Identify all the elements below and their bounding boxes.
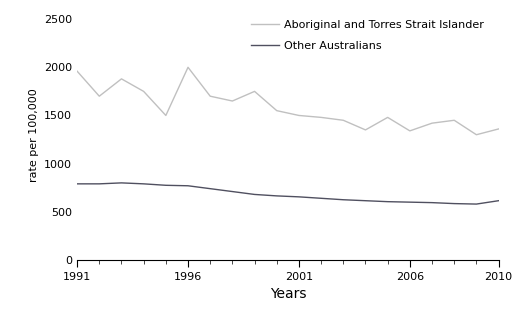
Aboriginal and Torres Strait Islander	[473, 133, 480, 137]
Other Australians	[473, 202, 480, 206]
Aboriginal and Torres Strait Islander	[207, 94, 213, 98]
Aboriginal and Torres Strait Islander	[318, 115, 324, 119]
Aboriginal and Torres Strait Islander	[362, 128, 369, 132]
Other Australians	[296, 195, 302, 199]
Line: Other Australians: Other Australians	[77, 183, 499, 204]
Aboriginal and Torres Strait Islander	[296, 113, 302, 117]
Aboriginal and Torres Strait Islander	[163, 113, 169, 117]
Other Australians	[318, 197, 324, 200]
Other Australians	[384, 200, 391, 204]
X-axis label: Years: Years	[269, 287, 306, 301]
Other Australians	[407, 200, 413, 204]
Aboriginal and Torres Strait Islander	[407, 129, 413, 133]
Aboriginal and Torres Strait Islander	[451, 118, 457, 122]
Aboriginal and Torres Strait Islander	[229, 99, 235, 103]
Other Australians	[185, 184, 191, 188]
Other Australians	[495, 199, 502, 203]
Aboriginal and Torres Strait Islander	[340, 118, 346, 122]
Legend: Aboriginal and Torres Strait Islander, Other Australians: Aboriginal and Torres Strait Islander, O…	[247, 15, 489, 55]
Other Australians	[362, 199, 369, 203]
Other Australians	[163, 184, 169, 187]
Y-axis label: rate per 100,000: rate per 100,000	[29, 88, 39, 182]
Other Australians	[118, 181, 124, 185]
Other Australians	[229, 190, 235, 193]
Aboriginal and Torres Strait Islander	[185, 65, 191, 69]
Other Australians	[251, 192, 258, 196]
Other Australians	[429, 201, 435, 204]
Aboriginal and Torres Strait Islander	[384, 115, 391, 119]
Aboriginal and Torres Strait Islander	[251, 89, 258, 93]
Aboriginal and Torres Strait Islander	[429, 121, 435, 125]
Aboriginal and Torres Strait Islander	[495, 127, 502, 131]
Aboriginal and Torres Strait Islander	[140, 89, 146, 93]
Aboriginal and Torres Strait Islander	[74, 69, 80, 73]
Other Australians	[451, 202, 457, 205]
Aboriginal and Torres Strait Islander	[118, 77, 124, 81]
Aboriginal and Torres Strait Islander	[273, 109, 280, 113]
Line: Aboriginal and Torres Strait Islander: Aboriginal and Torres Strait Islander	[77, 67, 499, 135]
Other Australians	[74, 182, 80, 186]
Other Australians	[273, 194, 280, 198]
Aboriginal and Torres Strait Islander	[96, 94, 102, 98]
Other Australians	[207, 187, 213, 191]
Other Australians	[96, 182, 102, 186]
Other Australians	[340, 198, 346, 202]
Other Australians	[140, 182, 146, 186]
